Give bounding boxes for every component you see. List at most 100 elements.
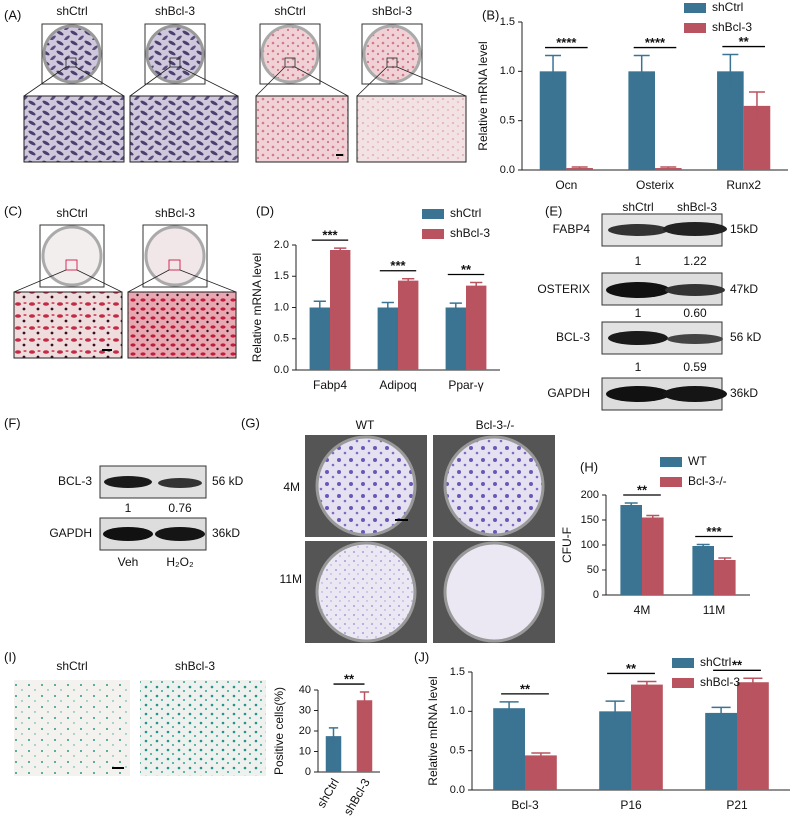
- column-label: Veh: [118, 555, 139, 569]
- x-tick-label: Adipoq: [379, 378, 416, 392]
- column-label: shBcl-3: [677, 200, 717, 214]
- legend-label: Bcl-3-/-: [688, 474, 727, 488]
- y-tick-label: 0: [305, 766, 311, 778]
- ratio: 0.60: [683, 306, 707, 320]
- x-tick-label: P16: [620, 798, 642, 812]
- y-tick-label: 1.5: [450, 666, 465, 678]
- dish: [315, 541, 417, 643]
- image-label: shCtrl: [56, 206, 87, 220]
- ratio: 0.76: [168, 501, 192, 515]
- size-label: 15kD: [730, 222, 758, 236]
- y-axis-label: Relative mRNA level: [426, 676, 440, 785]
- dish: [315, 435, 417, 537]
- panel-label: (F): [4, 415, 21, 430]
- size-label: 36kD: [730, 386, 758, 400]
- y-tick-label: 1.0: [274, 301, 289, 313]
- legend-label: shCtrl: [700, 655, 731, 669]
- error-bar: [711, 706, 731, 719]
- zoom-image: [127, 291, 237, 359]
- stain-image: [14, 680, 130, 776]
- charts: 0.0 0.5 1.0 1.5 Relative mRNA level Ocn Osteri…: [250, 0, 790, 817]
- bar: [539, 71, 567, 170]
- y-tick-label: 1.5: [500, 16, 515, 28]
- bar: [377, 307, 398, 370]
- error-bar: [381, 301, 394, 313]
- protein-label: BCL-3: [58, 474, 92, 488]
- error-bar: [571, 166, 588, 170]
- bar: [525, 755, 557, 790]
- row-label: 11M: [280, 572, 302, 586]
- bar: [599, 711, 631, 790]
- zoom-lines: [13, 259, 237, 293]
- significance-label: ****: [556, 35, 577, 50]
- image-label: shBcl-3: [155, 4, 195, 18]
- dish: [41, 225, 103, 287]
- x-tick-label: Ppar-γ: [448, 378, 483, 392]
- zoom-image: [129, 95, 239, 163]
- x-tick-label: 4M: [634, 603, 651, 617]
- zoom-lines: [23, 57, 467, 97]
- error-bar: [646, 514, 660, 520]
- error-bar: [328, 727, 339, 745]
- ratio: 0.59: [683, 360, 707, 374]
- stain-image: [140, 680, 266, 776]
- y-tick-label: 0: [593, 589, 599, 601]
- y-tick-label: 20: [299, 725, 311, 737]
- panel-e: shCtrl shBcl-3 FABP4 OSTERIX BCL-3 GAPDH…: [537, 200, 762, 411]
- error-bar: [748, 91, 765, 120]
- legend-swatch: [672, 678, 694, 688]
- significance-label: **: [344, 671, 355, 686]
- y-tick-label: 2.0: [274, 239, 289, 251]
- bar: [737, 682, 769, 790]
- dish: [443, 541, 545, 643]
- panel-label: (C): [4, 203, 22, 218]
- y-axis-label: Relative mRNA level: [476, 41, 490, 150]
- legend-swatch: [672, 658, 694, 668]
- panel-label: (E): [545, 203, 562, 218]
- error-bar: [722, 53, 739, 89]
- protein-label: FABP4: [553, 222, 591, 236]
- legend-swatch: [422, 209, 444, 219]
- error-bar: [545, 54, 562, 88]
- x-tick-label: P21: [726, 798, 748, 812]
- protein-label: OSTERIX: [537, 282, 590, 296]
- legend-label: WT: [688, 454, 707, 468]
- image-label: shCtrl: [56, 4, 87, 18]
- y-tick-label: 200: [581, 489, 599, 501]
- dish-frame: [144, 23, 206, 85]
- protein-label: GAPDH: [49, 526, 92, 540]
- bar: [642, 517, 664, 595]
- y-tick-label: 0.0: [274, 364, 289, 376]
- bar: [493, 708, 525, 790]
- significance-label: **: [732, 658, 743, 673]
- x-tick-label: shCtrl: [314, 776, 342, 810]
- y-tick-label: 0.0: [450, 784, 465, 796]
- error-bar: [660, 166, 677, 170]
- legend-swatch: [422, 229, 444, 239]
- size-label: 47kD: [730, 282, 758, 296]
- legend-swatch: [684, 3, 706, 13]
- y-tick-label: 10: [299, 745, 311, 757]
- panel-label: (G): [241, 415, 260, 430]
- x-tick-label: shBcl-3: [341, 776, 373, 817]
- x-tick-label: Ocn: [555, 178, 577, 192]
- dish-frame: [361, 23, 423, 85]
- blot: [601, 213, 727, 411]
- image-label: shBcl-3: [372, 4, 412, 18]
- significance-label: **: [637, 482, 648, 497]
- legend-swatch: [660, 457, 682, 467]
- column-label: Bcl-3-/-: [476, 418, 515, 432]
- ratio: 1: [125, 501, 132, 515]
- dish: [42, 24, 102, 84]
- error-bar: [359, 691, 370, 709]
- dish-frame: [39, 224, 105, 288]
- panel-label: (B): [482, 7, 499, 22]
- size-label: 56 kD: [730, 330, 762, 344]
- error-bar: [402, 278, 415, 283]
- y-tick-label: 0.0: [500, 164, 515, 176]
- significance-label: **: [461, 262, 472, 277]
- y-tick-label: 0.5: [274, 333, 289, 345]
- image-label: shCtrl: [56, 659, 87, 673]
- dish: [145, 24, 205, 84]
